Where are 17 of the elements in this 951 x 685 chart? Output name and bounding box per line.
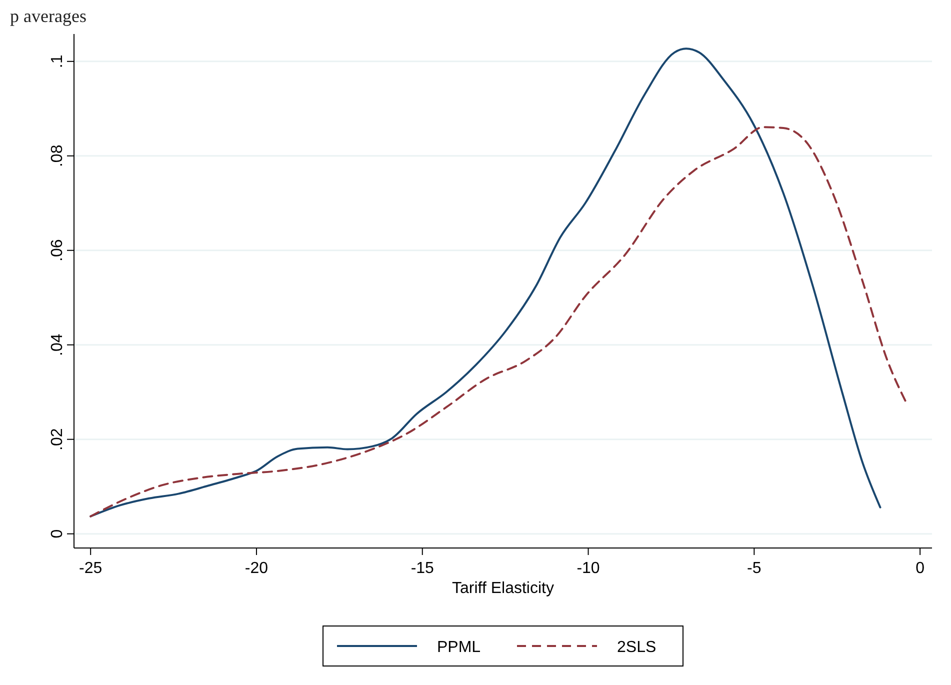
x-tick-label: -20 [244, 560, 268, 577]
y-tick-label: .04 [49, 334, 66, 356]
legend-label: PPML [437, 639, 481, 656]
x-tick-label: -5 [747, 560, 762, 577]
y-tick-label: .06 [49, 239, 66, 262]
chart-title: p averages [10, 6, 86, 26]
x-tick-label: -15 [410, 560, 434, 577]
x-axis-title: Tariff Elasticity [452, 580, 554, 597]
x-tick-label: -10 [576, 560, 600, 577]
y-tick-label: .08 [49, 144, 66, 168]
x-tick-label: 0 [916, 560, 925, 577]
y-tick-label: .1 [49, 54, 66, 68]
line-series [90, 126, 908, 518]
x-tick-label: -25 [79, 560, 102, 577]
legend-label: 2SLS [617, 639, 656, 656]
y-tick-label: .02 [49, 428, 66, 450]
y-tick-label: 0 [49, 529, 66, 538]
